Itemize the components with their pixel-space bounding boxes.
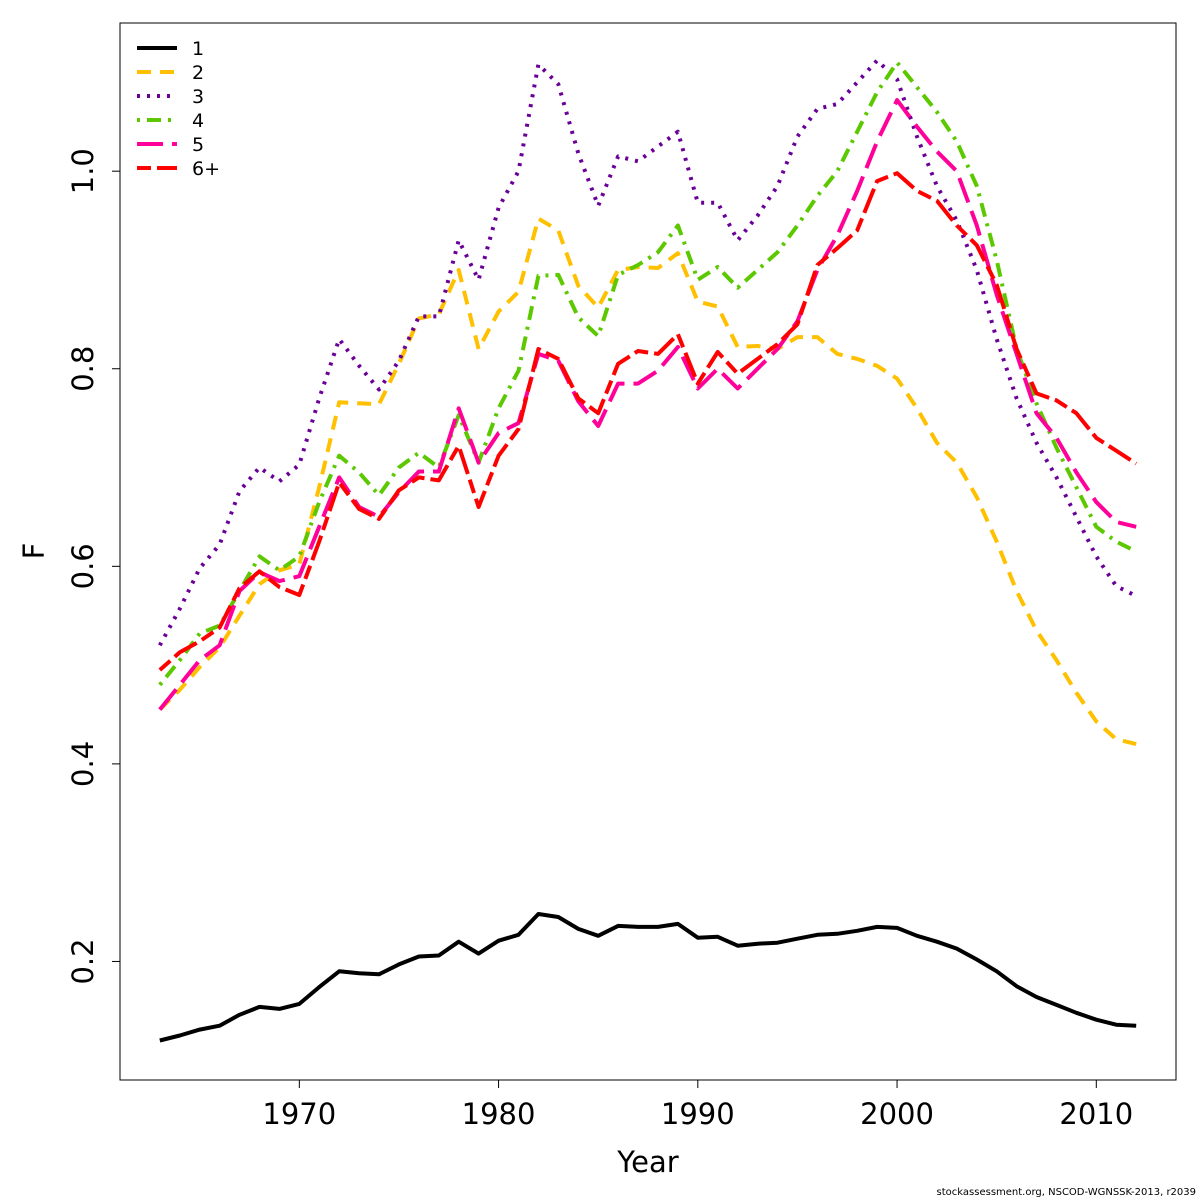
y-tick-label: 0.4: [66, 741, 100, 787]
legend-label: 5: [192, 134, 204, 156]
legend-label: 4: [192, 110, 204, 132]
y-tick-label: 1.0: [66, 148, 100, 194]
legend-label: 3: [192, 86, 204, 108]
plot-frame: [119, 22, 1177, 1081]
x-tick-label: 1970: [262, 1097, 336, 1131]
x-axis: 1970 1980 1990 2000 2010: [262, 1080, 1133, 1131]
y-tick-label: 0.2: [66, 938, 100, 984]
x-axis-title: Year: [616, 1145, 678, 1179]
series-line-2: [158, 216, 1137, 747]
legend-label: 2: [192, 62, 204, 84]
y-tick-label: 0.6: [66, 543, 100, 589]
y-axis: 0.2 0.4 0.6 0.8 1.0: [66, 148, 120, 985]
legend-label: 6+: [192, 158, 220, 180]
series-line-1: [159, 912, 1137, 1043]
series-line-4: [158, 60, 1138, 687]
series-line-6plus: [158, 171, 1138, 672]
x-tick-label: 2010: [1059, 1097, 1133, 1131]
legend-label: 1: [192, 38, 204, 60]
x-tick-label: 2000: [860, 1097, 934, 1131]
y-tick-label: 0.8: [66, 346, 100, 392]
y-axis-title: F: [17, 543, 51, 560]
series-line-5: [158, 98, 1137, 711]
series-lines: [158, 58, 1138, 1043]
x-tick-label: 1990: [661, 1097, 735, 1131]
x-tick-label: 1980: [462, 1097, 536, 1131]
footer-credit: stockassessment.org, NSCOD-WGNSSK-2013, …: [936, 1187, 1196, 1198]
